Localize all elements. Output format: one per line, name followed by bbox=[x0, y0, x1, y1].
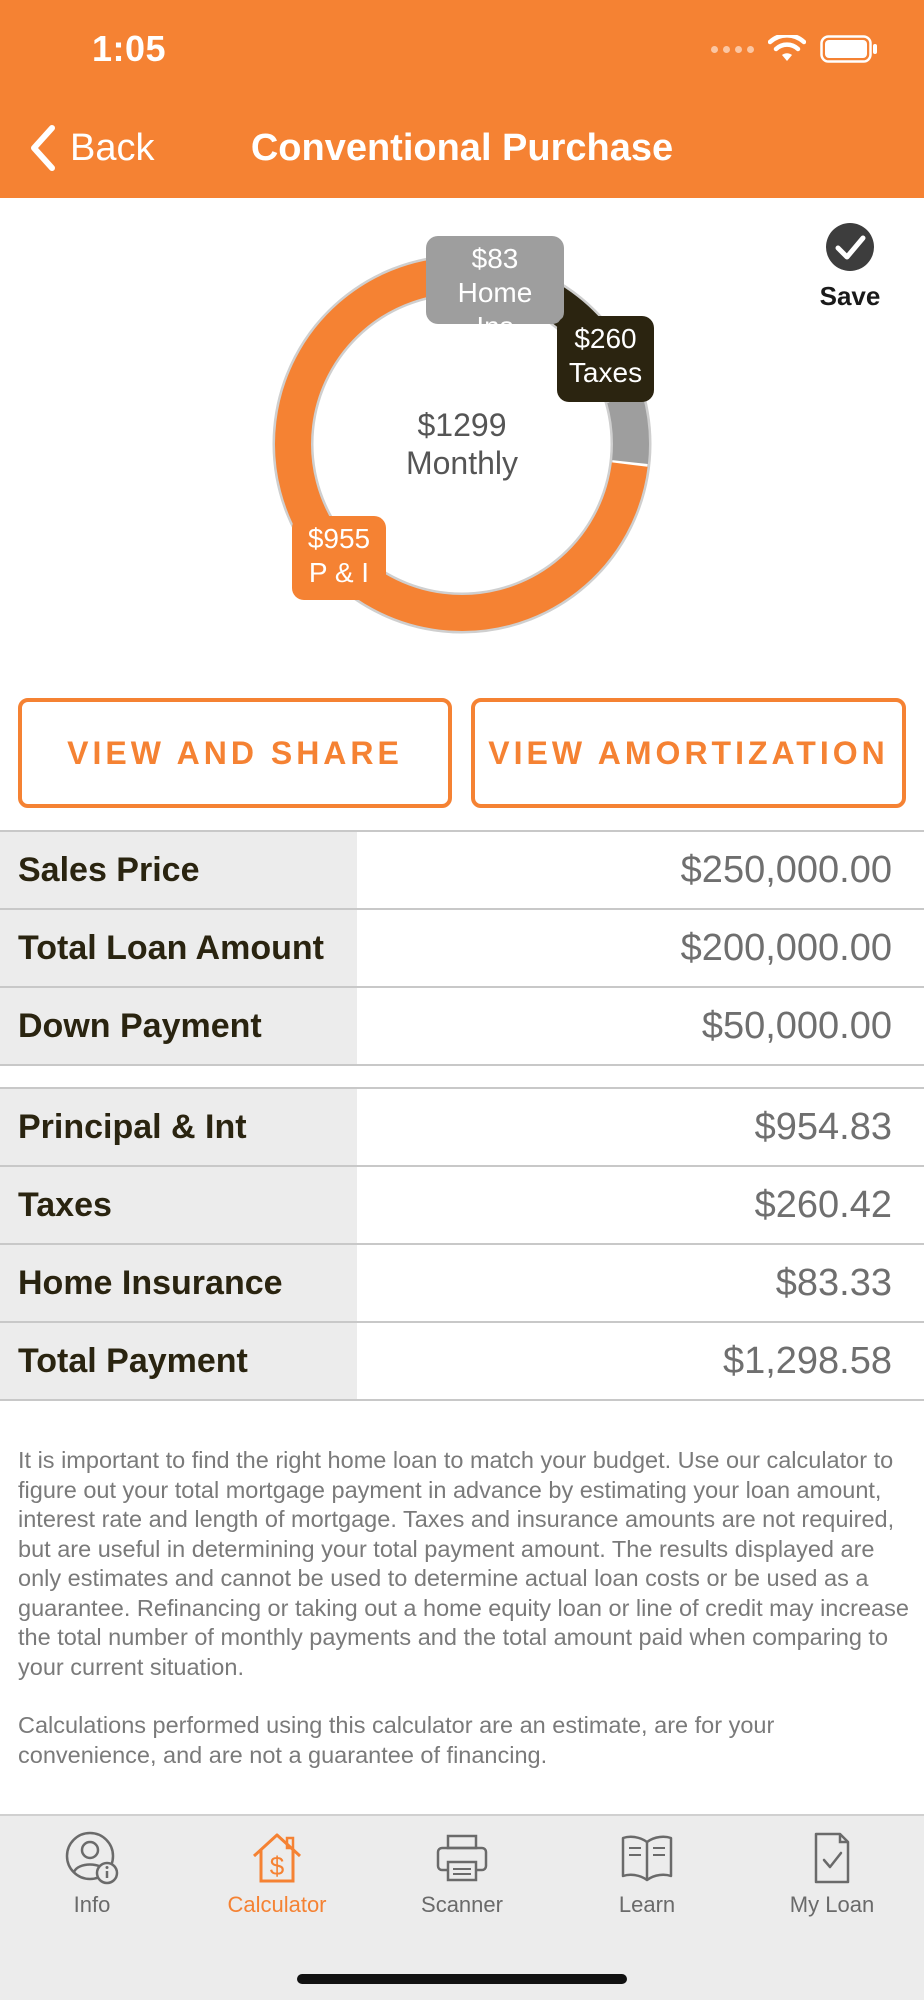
monthly-caption: Monthly bbox=[405, 445, 519, 481]
loan-summary-table: Sales Price $250,000.00 Total Loan Amoun… bbox=[0, 830, 924, 1066]
slice-value: $83 bbox=[471, 243, 519, 274]
calculator-house-icon: $ bbox=[252, 1833, 302, 1883]
book-icon bbox=[621, 1835, 673, 1882]
disclaimer-paragraph: It is important to find the right home l… bbox=[18, 1447, 909, 1680]
view-and-share-button[interactable]: VIEW AND SHARE bbox=[18, 698, 452, 808]
save-label: Save bbox=[819, 281, 881, 311]
row-label: Sales Price bbox=[0, 832, 357, 908]
checkmark-circle-icon bbox=[826, 223, 874, 271]
monthly-total: $1299 bbox=[417, 407, 507, 443]
tab-scanner[interactable]: Scanner bbox=[392, 1830, 532, 1918]
donut-center-text: $1299 Monthly bbox=[362, 406, 562, 482]
tab-learn[interactable]: Learn bbox=[577, 1830, 717, 1918]
table-row: Total Loan Amount $200,000.00 bbox=[0, 910, 924, 988]
payment-breakdown-table: Principal & Int $954.83 Taxes $260.42 Ho… bbox=[0, 1087, 924, 1401]
tab-bar: Info $ Calculator Scanner Learn bbox=[0, 1814, 924, 2000]
tab-label: Calculator bbox=[227, 1892, 327, 1917]
table-row: Home Insurance $83.33 bbox=[0, 1245, 924, 1323]
row-label: Principal & Int bbox=[0, 1089, 357, 1165]
row-label: Down Payment bbox=[0, 988, 357, 1064]
disclaimer: It is important to find the right home l… bbox=[18, 1446, 910, 1770]
scanner-icon bbox=[436, 1834, 488, 1882]
slice-name: Home Ins bbox=[457, 277, 533, 342]
slice-label-pi: $955 P & I bbox=[292, 516, 386, 600]
slice-name: P & I bbox=[308, 557, 370, 588]
table-row: Total Payment $1,298.58 bbox=[0, 1323, 924, 1401]
tab-calculator[interactable]: $ Calculator bbox=[207, 1830, 347, 1918]
row-value: $954.83 bbox=[754, 1105, 892, 1148]
status-icons bbox=[711, 34, 878, 64]
svg-text:$: $ bbox=[270, 1851, 285, 1881]
payment-chart: $83 Home Ins $260 Taxes $955 P & I $1299… bbox=[0, 198, 924, 688]
row-value: $200,000.00 bbox=[680, 926, 892, 969]
row-value: $1,298.58 bbox=[722, 1339, 892, 1382]
tab-label: Info bbox=[73, 1892, 111, 1917]
page-title-text: Conventional Purchase bbox=[250, 127, 674, 169]
table-row: Down Payment $50,000.00 bbox=[0, 988, 924, 1066]
slice-value: $260 bbox=[574, 323, 637, 354]
document-check-icon bbox=[814, 1832, 850, 1884]
slice-name: Taxes bbox=[568, 357, 643, 388]
slice-label-taxes: $260 Taxes bbox=[557, 316, 654, 402]
slice-label-home-ins: $83 Home Ins bbox=[426, 236, 564, 342]
disclaimer-paragraph: Calculations performed using this calcul… bbox=[18, 1712, 775, 1768]
row-value: $50,000.00 bbox=[701, 1004, 892, 1047]
row-value: $250,000.00 bbox=[680, 848, 892, 891]
status-time: 1:05 bbox=[92, 28, 167, 69]
row-label: Home Insurance bbox=[0, 1245, 357, 1321]
table-row: Principal & Int $954.83 bbox=[0, 1089, 924, 1167]
tab-my-loan[interactable]: My Loan bbox=[762, 1830, 902, 1918]
tab-label: Scanner bbox=[421, 1892, 503, 1917]
wifi-icon bbox=[768, 35, 806, 61]
row-label: Total Loan Amount bbox=[0, 910, 357, 986]
home-indicator bbox=[297, 1974, 627, 1984]
slice-value: $955 bbox=[307, 523, 371, 554]
table-row: Taxes $260.42 bbox=[0, 1167, 924, 1245]
signal-icon bbox=[711, 45, 754, 53]
view-amortization-button[interactable]: VIEW AMORTIZATION bbox=[471, 698, 906, 808]
row-label: Taxes bbox=[0, 1167, 357, 1243]
tab-label: My Loan bbox=[789, 1892, 875, 1917]
donut-slice-pi bbox=[275, 257, 649, 631]
battery-icon bbox=[820, 35, 877, 63]
row-value: $83.33 bbox=[775, 1261, 892, 1304]
row-value: $260.42 bbox=[754, 1183, 892, 1226]
table-row: Sales Price $250,000.00 bbox=[0, 832, 924, 910]
tab-label: Learn bbox=[618, 1892, 676, 1917]
info-user-icon bbox=[65, 1831, 119, 1885]
app-header: 1:05 Back Conventional Purchase bbox=[0, 0, 924, 198]
save-button[interactable]: Save bbox=[814, 222, 886, 312]
tab-info[interactable]: Info bbox=[22, 1830, 162, 1918]
row-label: Total Payment bbox=[0, 1323, 357, 1399]
chevron-left-icon bbox=[31, 125, 55, 171]
back-button[interactable]: Back bbox=[28, 120, 154, 176]
back-label: Back bbox=[70, 126, 155, 169]
